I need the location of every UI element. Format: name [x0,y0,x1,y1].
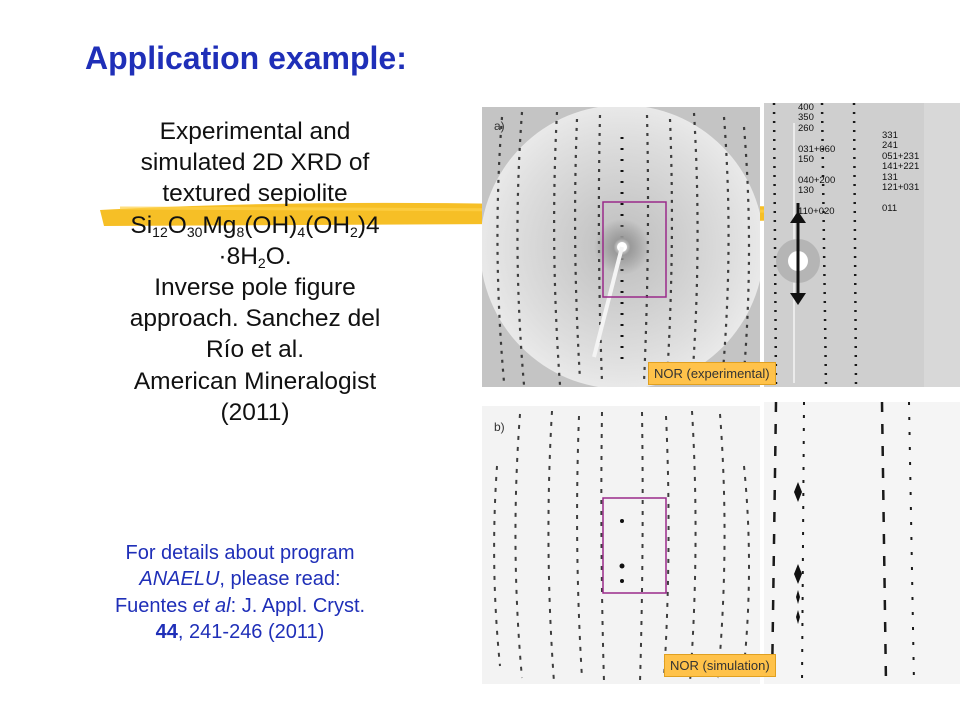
main-line-7: approach. Sanchez del [129,305,381,333]
hkl-right-column: 331 241 051+231 141+221 131 121+031 011 [882,130,920,214]
main-description: Experimental and simulated 2D XRD of tex… [70,116,440,428]
main-line-6: Inverse pole figure [154,274,356,302]
slide-title: Application example: [85,40,407,76]
xrd-experimental-zoom: 400 350 260 031+060 150 040+200 130 110+… [764,103,960,387]
xrd-experimental-panel: a) [482,107,760,387]
xrd-simulation-zoom-image [764,402,960,684]
main-line-10: (2011) [220,398,290,426]
panel-b-letter: b) [494,420,505,434]
main-line-8: Río et al. [205,336,305,364]
main-line-9: American Mineralogist [133,367,377,395]
ref-line-4: 44, 241-246 (2011) [155,621,325,644]
label-nor-experimental: NOR (experimental) [648,362,776,385]
xrd-experimental-image [482,107,760,387]
hydrate-formula: ·8H2O. [218,242,292,271]
label-nor-simulation: NOR (simulation) [664,654,776,677]
main-line-1: Experimental and [159,118,351,145]
xrd-simulation-image [482,406,760,684]
ref-line-1: For details about program [125,542,355,564]
hkl-left-column: 400 350 260 031+060 150 040+200 130 110+… [798,103,836,218]
main-line-2: simulated 2D XRD of [140,149,370,177]
chemical-formula: Si12O30Mg8(OH)4(OH2)4 [130,211,380,240]
panel-a-letter: a) [494,119,505,133]
xrd-simulation-panel: b) [482,406,760,684]
xrd-simulation-zoom [764,402,960,684]
reference-note: For details about program ANAELU, please… [55,540,425,646]
ref-line-2: ANAELU, please read: [139,568,341,591]
main-line-3: textured sepiolite [162,180,348,208]
ref-line-3: Fuentes et al: J. Appl. Cryst. [114,594,366,617]
xrd-experimental-zoom-image [764,103,960,387]
